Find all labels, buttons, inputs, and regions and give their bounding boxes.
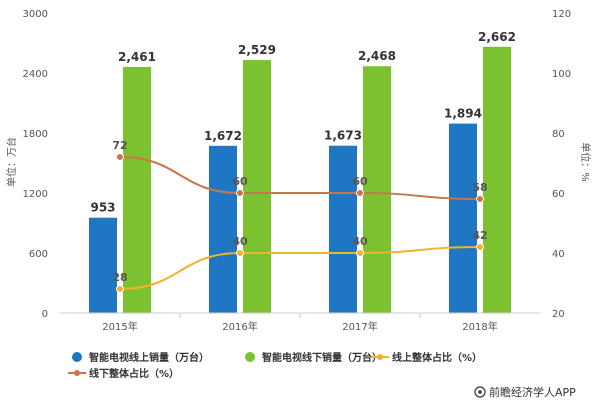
data-labels-layer: 953 1,672 1,673 1,894 2,461 2,529 2,468 2,662 28… — [90, 30, 516, 284]
legend-label: 线下整体占比（%） — [89, 367, 179, 380]
y-right-tick-label: 120 — [552, 9, 571, 20]
line-point — [476, 243, 484, 251]
x-tick-label: 2016年 — [222, 320, 257, 333]
y-left-tick-label: 2400 — [23, 69, 48, 80]
lines-layer — [116, 153, 484, 293]
y-right-tick-label: 100 — [552, 69, 571, 80]
y-left-tick-label: 1800 — [23, 129, 48, 140]
y-left-tick-label: 0 — [42, 309, 48, 320]
y-right-tick-label: 60 — [552, 189, 565, 200]
y-axis-left-title: 单位：万台 — [5, 137, 18, 187]
bar-value-label: 953 — [90, 201, 115, 215]
bar — [209, 145, 237, 313]
bar-value-label: 2,468 — [358, 49, 396, 63]
series-line — [119, 246, 481, 290]
bar — [329, 145, 357, 313]
y-left-tick-label: 3000 — [23, 9, 48, 20]
logo-icon-dot — [478, 390, 482, 394]
x-tick-label: 2015年 — [102, 320, 137, 333]
bar-value-label: 2,461 — [118, 50, 156, 64]
bar-value-label: 2,662 — [478, 30, 516, 44]
y-axis-right-title: 单位：% — [579, 142, 592, 182]
logo-icon — [474, 386, 486, 398]
credit: 前瞻经济学人APP — [474, 385, 576, 399]
bar — [243, 60, 271, 313]
line-point — [236, 249, 244, 257]
bar-value-label: 1,894 — [444, 107, 482, 121]
line-point — [356, 249, 364, 257]
axes-layer: 2015年 2016年 2017年 2018年 0 600 1200 1800 2400 3000… — [23, 9, 572, 333]
line-value-label: 40 — [352, 235, 368, 248]
legend-label: 智能电视线下销量（万台） — [262, 351, 382, 364]
line-value-label: 42 — [472, 229, 487, 242]
legend-label: 智能电视线上销量（万台） — [89, 351, 209, 364]
line-point — [356, 189, 364, 197]
legend-label: 线上整体占比（%） — [392, 351, 482, 364]
bars-layer — [89, 46, 511, 314]
legend-marker — [72, 352, 82, 362]
series-line — [119, 156, 481, 200]
bar-value-label: 2,529 — [238, 43, 276, 57]
bar-value-label: 1,673 — [324, 129, 362, 143]
line-point — [116, 153, 124, 161]
y-right-tick-label: 20 — [552, 309, 565, 320]
bar-value-label: 1,672 — [204, 129, 242, 143]
line-point — [116, 285, 124, 293]
x-tick-label: 2018年 — [462, 320, 497, 333]
line-value-label: 60 — [352, 175, 368, 188]
bar — [449, 123, 477, 313]
y-right-tick-label: 40 — [552, 249, 565, 260]
line-value-label: 58 — [472, 181, 487, 194]
legend-marker — [74, 370, 80, 376]
line-value-label: 60 — [232, 175, 248, 188]
bar — [483, 46, 511, 314]
y-left-tick-label: 600 — [29, 249, 48, 260]
x-tick-label: 2017年 — [342, 320, 377, 333]
bar — [363, 66, 391, 313]
credit-text: 前瞻经济学人APP — [489, 385, 576, 399]
line-value-label: 40 — [232, 235, 248, 248]
bar — [89, 217, 117, 313]
bar — [123, 66, 151, 314]
line-point — [476, 195, 484, 203]
legend-marker — [245, 352, 255, 362]
legend-marker — [377, 354, 383, 360]
line-value-label: 72 — [112, 139, 127, 152]
line-point — [236, 189, 244, 197]
y-left-tick-label: 1200 — [23, 189, 48, 200]
line-value-label: 28 — [112, 271, 127, 284]
y-right-tick-label: 80 — [552, 129, 565, 140]
legend: 智能电视线上销量（万台） 智能电视线下销量（万台） 线上整体占比（%） 线下整体占比（… — [68, 351, 482, 380]
